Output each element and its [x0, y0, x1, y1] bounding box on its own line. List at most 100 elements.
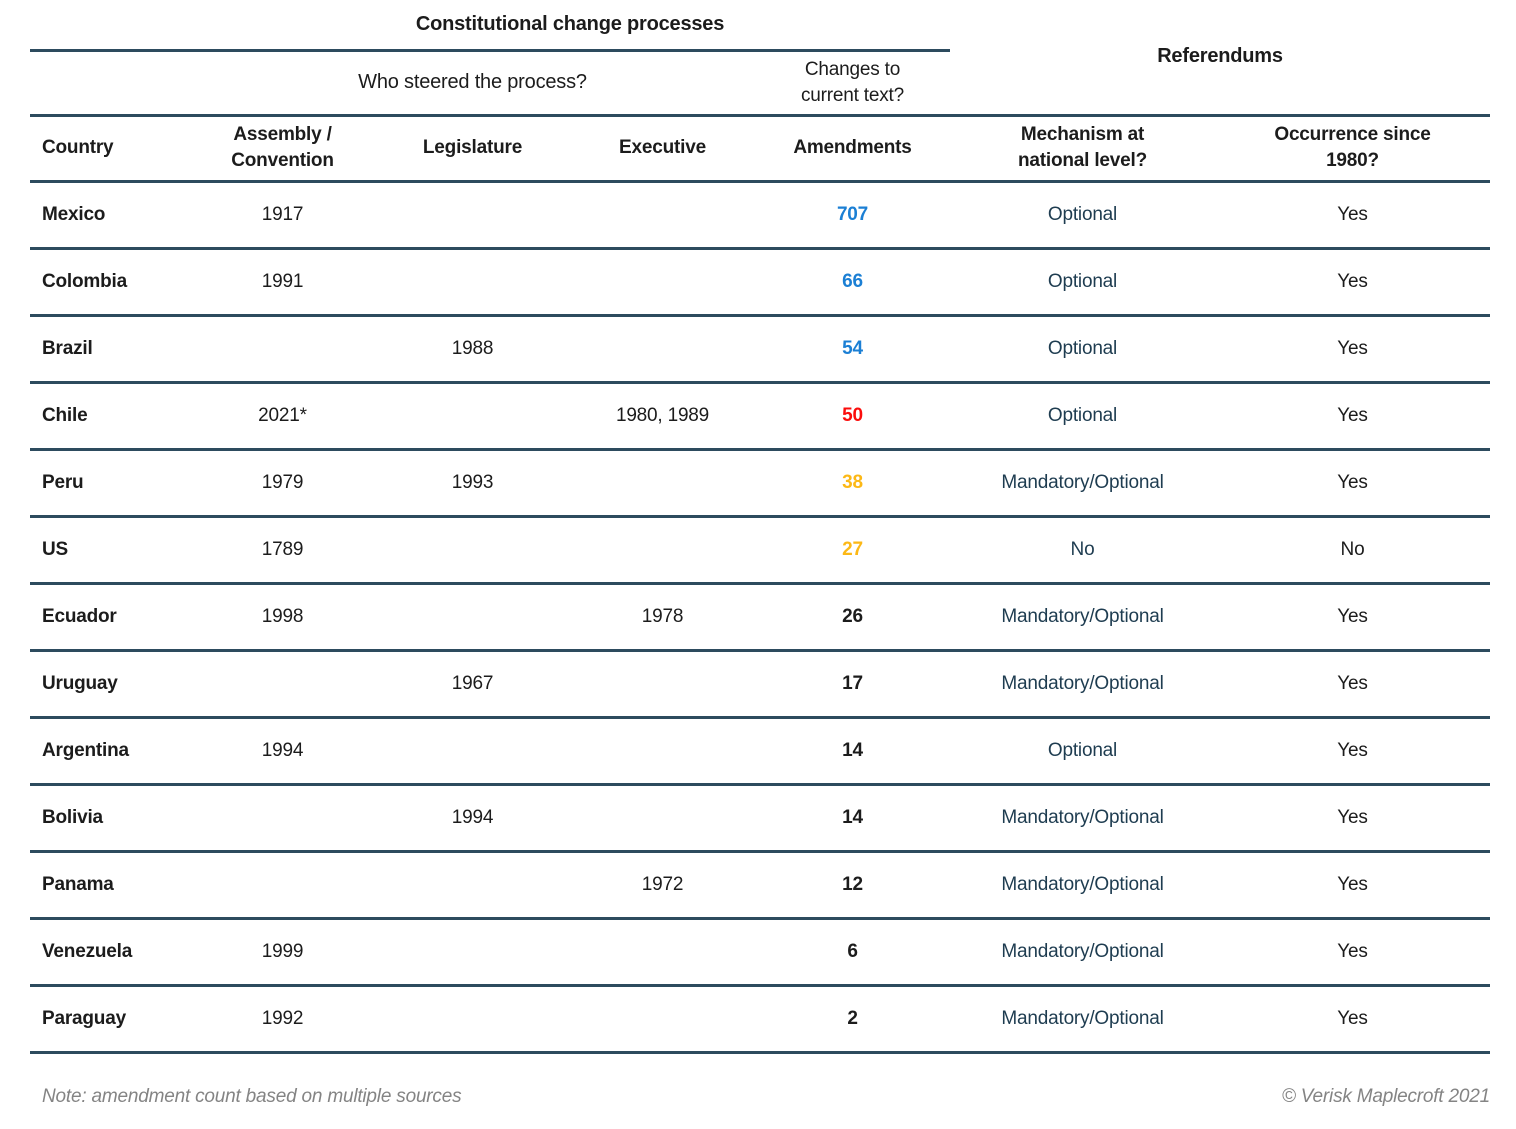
table-row: Venezuela 1999 6 Mandatory/Optional Yes: [30, 918, 1490, 987]
cell-country: Paraguay: [30, 985, 190, 1054]
column-header-assembly-convention: Assembly / Convention: [190, 115, 375, 183]
cell-assembly: 1999: [190, 918, 375, 987]
cell-mechanism: Mandatory/Optional: [950, 449, 1215, 518]
cell-assembly: 1991: [190, 248, 375, 317]
cell-mechanism: Optional: [950, 315, 1215, 384]
cell-amendments: 2: [755, 985, 950, 1054]
cell-amendments: 66: [755, 248, 950, 317]
cell-country: Brazil: [30, 315, 190, 384]
cell-executive: [570, 784, 755, 853]
cell-legislature: [375, 382, 570, 451]
group-header-constitutional-change-processes: Constitutional change processes: [190, 0, 950, 52]
sub-header-spacer: [30, 50, 190, 117]
cell-mechanism: Optional: [950, 181, 1215, 250]
cell-legislature: [375, 516, 570, 585]
cell-occurrence: Yes: [1215, 851, 1490, 920]
table-row: Ecuador 1998 1978 26 Mandatory/Optional Yes: [30, 583, 1490, 652]
cell-occurrence: Yes: [1215, 382, 1490, 451]
figure-footer: Note: amendment count based on multiple …: [30, 1086, 1490, 1108]
cell-country: Argentina: [30, 717, 190, 786]
cell-executive: [570, 516, 755, 585]
cell-executive: [570, 248, 755, 317]
cell-assembly: 1789: [190, 516, 375, 585]
table-row: Brazil 1988 54 Optional Yes: [30, 315, 1490, 384]
cell-mechanism: Mandatory/Optional: [950, 784, 1215, 853]
table-body: Mexico 1917 707 Optional Yes Colombia 1991 66 Op…: [30, 181, 1490, 1054]
cell-legislature: 1967: [375, 650, 570, 719]
cell-amendments: 54: [755, 315, 950, 384]
cell-amendments: 6: [755, 918, 950, 987]
cell-country: Bolivia: [30, 784, 190, 853]
cell-mechanism: No: [950, 516, 1215, 585]
table-row: Argentina 1994 14 Optional Yes: [30, 717, 1490, 786]
cell-legislature: 1994: [375, 784, 570, 853]
cell-country: Mexico: [30, 181, 190, 250]
cell-occurrence: Yes: [1215, 985, 1490, 1054]
table-row: Panama 1972 12 Mandatory/Optional Yes: [30, 851, 1490, 920]
cell-executive: [570, 918, 755, 987]
copyright: © Verisk Maplecroft 2021: [1281, 1085, 1490, 1107]
cell-legislature: [375, 181, 570, 250]
cell-executive: [570, 650, 755, 719]
column-header-row: Country Assembly / Convention Legislatur…: [30, 115, 1490, 183]
cell-executive: 1972: [570, 851, 755, 920]
cell-amendments: 14: [755, 784, 950, 853]
cell-assembly: 1998: [190, 583, 375, 652]
cell-amendments: 27: [755, 516, 950, 585]
cell-occurrence: Yes: [1215, 784, 1490, 853]
column-header-legislature: Legislature: [375, 115, 570, 183]
cell-mechanism: Mandatory/Optional: [950, 851, 1215, 920]
cell-assembly: [190, 851, 375, 920]
cell-occurrence: Yes: [1215, 248, 1490, 317]
column-header-occurrence: Occurrence since 1980?: [1215, 115, 1490, 183]
column-header-country: Country: [30, 115, 190, 183]
cell-executive: [570, 985, 755, 1054]
cell-assembly: 1917: [190, 181, 375, 250]
cell-occurrence: Yes: [1215, 650, 1490, 719]
sub-header-changes-to-current-text: Changes to current text?: [755, 50, 950, 117]
table-row: Paraguay 1992 2 Mandatory/Optional Yes: [30, 985, 1490, 1054]
table-row: Uruguay 1967 17 Mandatory/Optional Yes: [30, 650, 1490, 719]
cell-legislature: [375, 851, 570, 920]
cell-legislature: 1993: [375, 449, 570, 518]
cell-legislature: [375, 717, 570, 786]
cell-country: Ecuador: [30, 583, 190, 652]
table-row: US 1789 27 No No: [30, 516, 1490, 585]
cell-assembly: 2021*: [190, 382, 375, 451]
table-row: Peru 1979 1993 38 Mandatory/Optional Yes: [30, 449, 1490, 518]
group-header-row: Constitutional change processes Referend…: [30, 0, 1490, 117]
cell-mechanism: Mandatory/Optional: [950, 918, 1215, 987]
constitutional-change-table: Constitutional change processes Referend…: [30, 0, 1490, 1054]
cell-mechanism: Mandatory/Optional: [950, 583, 1215, 652]
cell-country: Panama: [30, 851, 190, 920]
cell-mechanism: Mandatory/Optional: [950, 985, 1215, 1054]
cell-amendments: 17: [755, 650, 950, 719]
cell-assembly: 1994: [190, 717, 375, 786]
cell-occurrence: Yes: [1215, 583, 1490, 652]
cell-occurrence: Yes: [1215, 315, 1490, 384]
cell-mechanism: Optional: [950, 717, 1215, 786]
cell-executive: 1980, 1989: [570, 382, 755, 451]
table-row: Chile 2021* 1980, 1989 50 Optional Yes: [30, 382, 1490, 451]
cell-amendments: 26: [755, 583, 950, 652]
cell-country: Colombia: [30, 248, 190, 317]
table-row: Mexico 1917 707 Optional Yes: [30, 181, 1490, 250]
cell-legislature: [375, 583, 570, 652]
cell-assembly: 1979: [190, 449, 375, 518]
cell-legislature: 1988: [375, 315, 570, 384]
cell-legislature: [375, 248, 570, 317]
cell-executive: 1978: [570, 583, 755, 652]
cell-executive: [570, 315, 755, 384]
cell-executive: [570, 181, 755, 250]
cell-amendments: 707: [755, 181, 950, 250]
cell-country: Chile: [30, 382, 190, 451]
cell-assembly: [190, 650, 375, 719]
cell-mechanism: Mandatory/Optional: [950, 650, 1215, 719]
column-header-mechanism: Mechanism at national level?: [950, 115, 1215, 183]
cell-legislature: [375, 918, 570, 987]
sub-header-who-steered: Who steered the process?: [190, 50, 755, 117]
table-row: Colombia 1991 66 Optional Yes: [30, 248, 1490, 317]
cell-occurrence: Yes: [1215, 181, 1490, 250]
group-header-spacer: [30, 0, 190, 52]
